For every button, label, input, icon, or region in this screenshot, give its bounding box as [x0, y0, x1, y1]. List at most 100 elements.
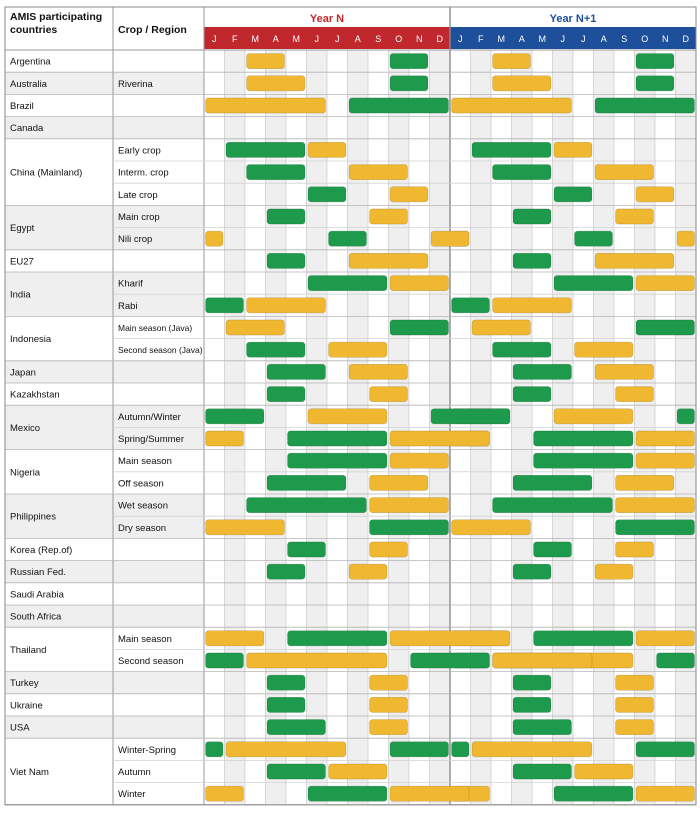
planting-bar [246, 297, 326, 314]
planting-bar [205, 430, 244, 447]
planting-bar [225, 319, 285, 336]
year-n-label: Year N [310, 13, 344, 25]
planting-bar [594, 363, 654, 380]
harvest-bar [492, 164, 552, 180]
planting-bar [389, 430, 490, 447]
month-tick-label: M [252, 34, 260, 44]
harvest-bar [369, 519, 449, 536]
harvest-bar [635, 319, 695, 336]
harvest-bar [266, 763, 326, 780]
country-label: China (Mainland) [10, 168, 82, 179]
planting-bar [389, 452, 449, 469]
planting-bar [205, 230, 224, 247]
harvest-bar [471, 142, 552, 158]
planting-bar [492, 53, 531, 69]
planting-bar [246, 75, 306, 92]
harvest-bar [287, 541, 326, 558]
planting-bar [615, 386, 654, 402]
month-tick-label: O [641, 34, 648, 44]
region-label: Main season [118, 634, 172, 645]
country-group-shade [5, 605, 204, 628]
chart-frame-border [4, 6, 697, 806]
country-group-shade [5, 716, 204, 739]
harvest-bar [512, 563, 552, 580]
harvest-bar [328, 230, 367, 247]
planting-bar [369, 696, 408, 713]
planting-bar [246, 53, 285, 69]
month-tick-label: M [293, 34, 301, 44]
country-label: South Africa [10, 612, 62, 623]
harvest-bar [512, 763, 572, 780]
country-label: EU27 [10, 256, 34, 267]
harvest-bar [512, 253, 552, 269]
planting-bar [471, 741, 593, 758]
harvest-bar [348, 97, 449, 114]
harvest-bar [307, 785, 388, 802]
country-group-shade [5, 671, 204, 694]
planting-bar [492, 297, 572, 314]
region-label: Main crop [118, 212, 160, 223]
planting-bar [307, 408, 388, 425]
harvest-bar [246, 164, 306, 180]
harvest-bar [410, 652, 490, 669]
harvest-bar [205, 652, 244, 669]
harvest-bar [492, 497, 613, 513]
planting-bar [492, 75, 552, 92]
region-label: Winter-Spring [118, 745, 176, 756]
harvest-bar [389, 741, 449, 758]
harvest-bar [205, 297, 244, 314]
harvest-bar [205, 408, 265, 425]
harvest-bar [266, 719, 326, 735]
planting-bar [615, 541, 654, 558]
harvest-bar [492, 341, 552, 358]
planting-bar [492, 652, 593, 669]
country-label: Mexico [10, 423, 40, 434]
harvest-bar [266, 563, 306, 580]
planting-bar [451, 97, 572, 114]
planting-bar [553, 408, 634, 425]
harvest-bar [246, 497, 367, 513]
planting-bar [615, 719, 654, 735]
region-label: Early crop [118, 145, 161, 156]
region-label: Main season [118, 456, 172, 467]
planting-bar [615, 674, 654, 691]
harvest-bar [266, 363, 326, 380]
harvest-bar [676, 408, 695, 425]
region-label: Autumn/Winter [118, 412, 181, 423]
region-label: Off season [118, 478, 164, 489]
harvest-bar [266, 474, 347, 491]
harvest-bar [451, 297, 490, 314]
country-group-shade [5, 116, 204, 139]
planting-bar [348, 253, 429, 269]
month-tick-label: A [273, 34, 279, 44]
planting-bar [348, 164, 408, 180]
country-label: Saudi Arabia [10, 589, 65, 600]
planting-bar [594, 164, 654, 180]
harvest-bar [594, 97, 695, 114]
harvest-bar [205, 741, 224, 758]
harvest-bar [266, 696, 306, 713]
planting-bar [615, 497, 695, 513]
harvest-bar [533, 430, 634, 447]
month-tick-label: F [232, 34, 238, 44]
region-label: Late crop [118, 190, 158, 201]
year-n-month-band [204, 27, 450, 49]
harvest-bar [512, 719, 572, 735]
country-label: Korea (Rep.of) [10, 545, 72, 556]
harvest-bar [389, 75, 429, 92]
month-tick-label: J [335, 34, 340, 44]
month-tick-label: S [375, 34, 381, 44]
planting-bar [635, 630, 695, 647]
month-tick-label: O [395, 34, 402, 44]
planting-bar [471, 319, 531, 336]
year-n1-label: Year N+1 [550, 13, 597, 25]
harvest-bar [656, 652, 695, 669]
country-label: Russian Fed. [10, 567, 66, 578]
harvest-bar [287, 430, 388, 447]
month-tick-label: S [621, 34, 627, 44]
planting-bar [594, 563, 634, 580]
harvest-bar [307, 275, 388, 291]
month-tick-label: F [478, 34, 484, 44]
month-tick-label: N [416, 34, 423, 44]
